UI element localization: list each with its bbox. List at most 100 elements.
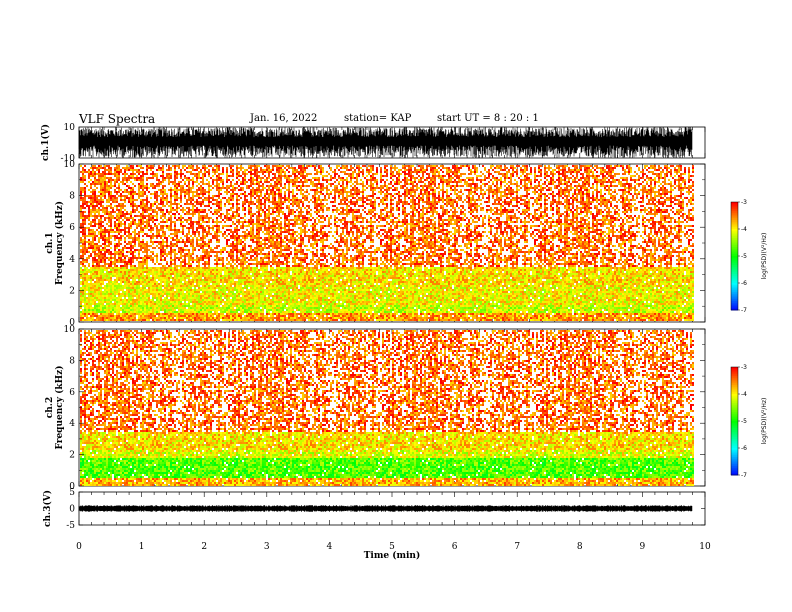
heatmap-cell xyxy=(94,201,96,203)
heatmap-cell xyxy=(92,173,94,175)
heatmap-cell xyxy=(88,235,90,237)
heatmap-cell xyxy=(94,179,96,181)
heatmap-cell xyxy=(84,295,86,297)
heatmap-cell xyxy=(90,283,92,285)
heatmap-cell xyxy=(84,305,86,307)
heatmap-cell xyxy=(90,243,92,245)
heatmap-cell xyxy=(82,235,84,237)
heatmap-cell xyxy=(82,249,84,251)
heatmap-cell xyxy=(94,173,96,175)
heatmap-cell xyxy=(96,307,98,309)
heatmap-cell xyxy=(84,183,86,185)
heatmap-cell xyxy=(94,261,96,263)
heatmap-cell xyxy=(92,167,94,169)
heatmap-cell xyxy=(90,179,92,181)
heatmap-cell xyxy=(96,279,98,281)
heatmap-cell xyxy=(82,241,84,243)
heatmap-cell xyxy=(96,277,98,279)
heatmap-cell xyxy=(84,169,86,171)
heatmap-cell xyxy=(92,193,94,195)
heatmap-cell xyxy=(90,247,92,249)
heatmap-cell xyxy=(86,311,88,313)
heatmap-cell xyxy=(88,239,90,241)
heatmap-cell xyxy=(94,269,96,271)
heatmap-cell xyxy=(96,169,98,171)
heatmap-cell xyxy=(88,301,90,303)
heatmap-cell xyxy=(82,199,84,201)
heatmap-cell xyxy=(94,217,96,219)
heatmap-cell xyxy=(96,289,98,291)
heatmap-cell xyxy=(80,199,82,201)
heatmap-cell xyxy=(92,229,94,231)
heatmap-cell xyxy=(98,171,100,173)
heatmap-cell xyxy=(82,285,84,287)
heatmap-cell xyxy=(82,247,84,249)
heatmap-cell xyxy=(92,197,94,199)
heatmap-cell xyxy=(90,231,92,233)
heatmap-cell xyxy=(80,299,82,301)
heatmap-cell xyxy=(92,259,94,261)
heatmap-cell xyxy=(92,261,94,263)
heatmap-cell xyxy=(82,261,84,263)
heatmap-cell xyxy=(80,191,82,193)
heatmap-cell xyxy=(96,297,98,299)
heatmap-cell xyxy=(92,205,94,207)
heatmap-cell xyxy=(84,273,86,275)
heatmap-cell xyxy=(94,249,96,251)
heatmap-cell xyxy=(92,203,94,205)
heatmap-cell xyxy=(92,299,94,301)
heatmap-cell xyxy=(84,315,86,317)
heatmap-cell xyxy=(94,213,96,215)
heatmap-cell xyxy=(88,177,90,179)
heatmap-cell xyxy=(88,305,90,307)
heatmap-cell xyxy=(94,311,96,313)
heatmap-cell xyxy=(82,187,84,189)
heatmap-cell xyxy=(94,223,96,225)
heatmap-cell xyxy=(94,257,96,259)
heatmap-cell xyxy=(80,165,82,167)
heatmap-cell xyxy=(82,311,84,313)
heatmap-cell xyxy=(82,225,84,227)
heatmap-cell xyxy=(82,181,84,183)
heatmap-cell xyxy=(90,173,92,175)
heatmap-cell xyxy=(92,315,94,317)
heatmap-cell xyxy=(94,211,96,213)
heatmap-cell xyxy=(88,211,90,213)
heatmap-cell xyxy=(80,189,82,191)
heatmap-cell xyxy=(88,251,90,253)
heatmap-cell xyxy=(88,317,90,319)
heatmap-cell xyxy=(80,267,82,269)
heatmap-cell xyxy=(86,227,88,229)
heatmap-cell xyxy=(84,211,86,213)
heatmap-cell xyxy=(88,255,90,257)
heatmap-cell xyxy=(86,267,88,269)
heatmap-cell xyxy=(86,251,88,253)
heatmap-cell xyxy=(90,195,92,197)
heatmap-cell xyxy=(84,303,86,305)
heatmap-cell xyxy=(90,191,92,193)
heatmap-cell xyxy=(92,165,94,167)
heatmap-cell xyxy=(80,307,82,309)
heatmap-cell xyxy=(94,167,96,169)
heatmap-cell xyxy=(94,297,96,299)
heatmap-cell xyxy=(84,299,86,301)
heatmap-cell xyxy=(80,293,82,295)
heatmap-cell xyxy=(88,291,90,293)
heatmap-cell xyxy=(80,313,82,315)
heatmap-cell xyxy=(90,167,92,169)
heatmap-cell xyxy=(80,181,82,183)
heatmap-cell xyxy=(82,255,84,257)
heatmap-cell xyxy=(88,233,90,235)
heatmap-cell xyxy=(94,319,96,321)
heatmap-cell xyxy=(82,283,84,285)
heatmap-cell xyxy=(94,305,96,307)
ch1-ytick-label: 10 xyxy=(64,123,76,133)
heatmap-cell xyxy=(86,275,88,277)
heatmap-cell xyxy=(92,171,94,173)
heatmap-cell xyxy=(84,189,86,191)
heatmap-cell xyxy=(94,265,96,267)
heatmap-cell xyxy=(92,247,94,249)
heatmap-cell xyxy=(80,301,82,303)
heatmap-cell xyxy=(84,231,86,233)
heatmap-cell xyxy=(82,197,84,199)
